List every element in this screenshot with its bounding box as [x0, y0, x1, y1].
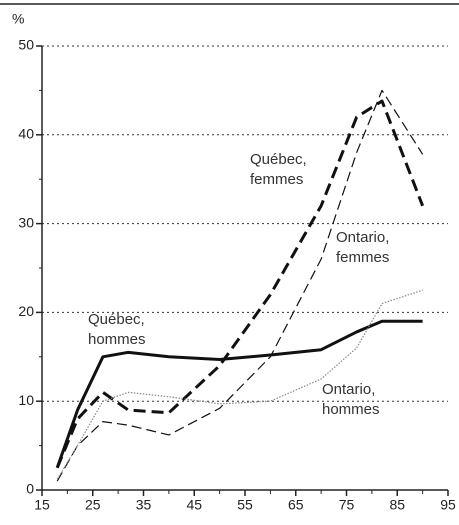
y-tick-label: 40: [18, 126, 34, 142]
series-label: Québec, hommes: [88, 311, 149, 348]
y-axis-label: %: [12, 11, 24, 27]
x-tick-label: 15: [34, 497, 50, 513]
y-tick-label: 50: [18, 37, 34, 53]
y-tick-label: 10: [18, 392, 34, 408]
x-tick-label: 45: [186, 497, 202, 513]
x-tick-label: 75: [339, 497, 355, 513]
series-label: Ontario, femmes: [336, 229, 394, 266]
series-line: [55, 99, 425, 469]
series-line: [56, 89, 424, 482]
x-tick-label: 65: [288, 497, 304, 513]
x-tick-label: 35: [136, 497, 152, 513]
y-tick-label: 0: [26, 481, 34, 497]
x-tick-label: 95: [440, 497, 456, 513]
x-tick-label: 85: [389, 497, 405, 513]
x-tick-label: 25: [85, 497, 101, 513]
series-line: [55, 319, 423, 469]
x-tick-label: 55: [237, 497, 253, 513]
y-tick-label: 20: [18, 303, 34, 319]
series-label: Ontario, hommes: [322, 381, 380, 418]
series-line: [56, 289, 423, 480]
series-label: Québec, femmes: [250, 151, 311, 188]
y-tick-label: 30: [18, 214, 34, 230]
